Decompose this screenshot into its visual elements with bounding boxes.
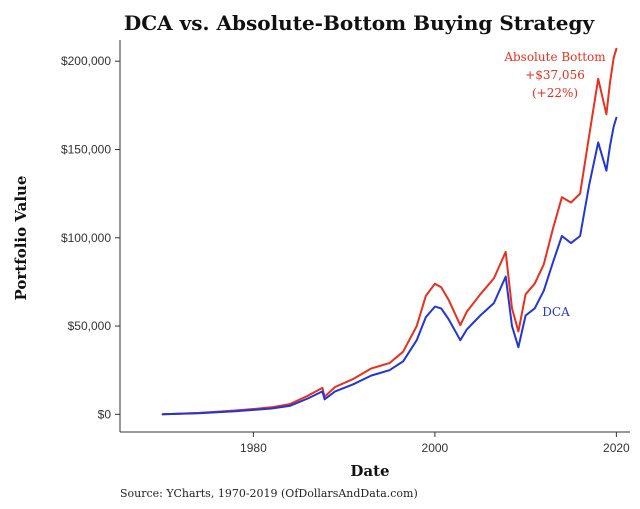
x-tick-label: 1980 [240,441,267,455]
annotation-absolute-bottom-title: Absolute Bottom [503,50,606,64]
x-tick-label: 2020 [603,441,630,455]
y-tick-label: $200,000 [61,54,111,68]
y-axis-title: Portfolio Value [12,176,30,301]
x-axis-title: Date [350,462,389,480]
annotation-dca-label: DCA [542,305,570,319]
y-tick-label: $150,000 [61,142,111,156]
x-tick-label: 2000 [422,441,449,455]
series-line-absolute-bottom [161,47,618,416]
plot-area: $0 $50,000 $100,000 $150,000 $200,000 1980 200… [61,40,630,455]
y-tick-label: $100,000 [61,231,111,245]
y-tick-label: $0 [98,407,112,421]
annotation-absolute-bottom-pct: (+22%) [532,86,578,100]
source-note: Source: YCharts, 1970-2019 (OfDollarsAnd… [120,487,418,500]
annotation-absolute-bottom-gain: +$37,056 [525,68,585,82]
series-line-dca [161,116,618,416]
chart-title: DCA vs. Absolute-Bottom Buying Strategy [124,11,596,35]
y-tick-label: $50,000 [68,319,112,333]
